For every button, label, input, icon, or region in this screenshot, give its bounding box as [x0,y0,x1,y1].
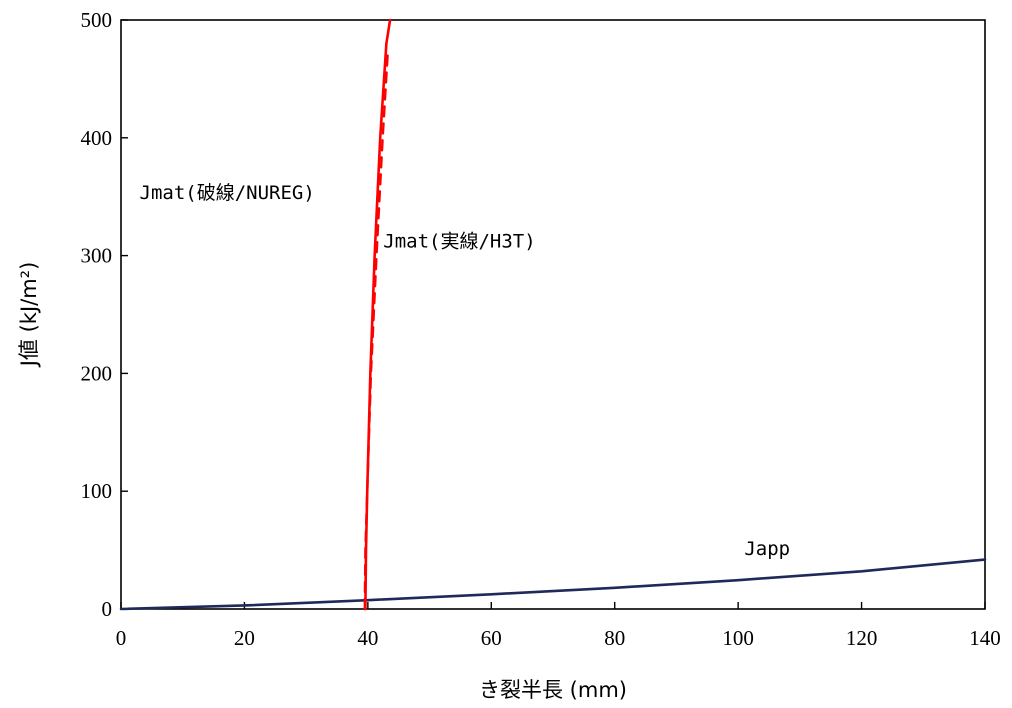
x-tick-label: 100 [722,626,754,650]
x-tick-label: 20 [234,626,255,650]
series-line-0 [119,558,987,611]
plot-area [120,19,986,610]
x-tick-label: 60 [481,626,502,650]
series-line-2 [363,54,389,611]
y-axis: 0 100 200 300 400 500 [81,8,128,621]
x-axis: 0 20 40 60 80 100 120 140 [116,602,1001,650]
annotations: Jmat(破線/NUREG) Jmat(実線/H3T) Japp [140,182,791,560]
y-tick-label: 100 [81,479,113,503]
y-tick-label: 300 [81,244,113,268]
x-tick-label: 140 [969,626,1001,650]
y-tick-label: 400 [81,126,113,150]
x-tick-label: 120 [846,626,878,650]
annotation-label-1: Jmat(実線/H3T) [383,230,535,252]
annotation-label-2: Japp [744,538,790,560]
x-tick-label: 0 [116,626,127,650]
series-layer [119,18,987,611]
y-tick-label: 500 [81,8,113,32]
annotation-label-0: Jmat(破線/NUREG) [140,182,315,204]
x-axis-title: き裂半長 (mm) [479,678,627,702]
y-tick-label: 0 [102,597,113,621]
y-axis-title: J値 (kJ/m²) [17,262,41,369]
x-tick-label: 40 [357,626,378,650]
x-tick-label: 80 [604,626,625,650]
y-tick-label: 200 [81,361,113,385]
